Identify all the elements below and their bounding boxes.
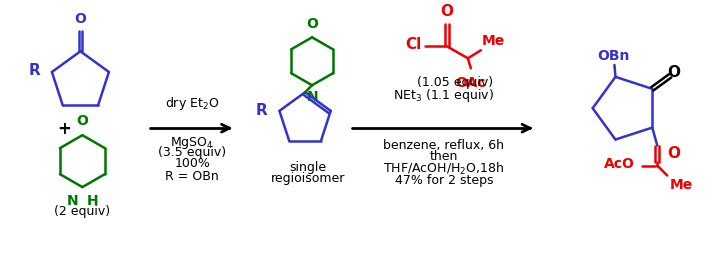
Text: dry Et$_2$O: dry Et$_2$O	[165, 95, 220, 112]
Text: (1.05 equiv): (1.05 equiv)	[416, 76, 493, 89]
Text: 100%: 100%	[174, 157, 210, 170]
Text: O: O	[440, 4, 453, 19]
Text: R: R	[28, 63, 40, 79]
Text: OAc: OAc	[455, 76, 486, 90]
Text: regioisomer: regioisomer	[271, 172, 346, 185]
Text: O: O	[74, 12, 86, 26]
Text: OBn: OBn	[597, 49, 630, 63]
Text: AcO: AcO	[604, 156, 636, 170]
Text: benzene, reflux, 6h: benzene, reflux, 6h	[383, 139, 505, 152]
Text: Me: Me	[482, 34, 505, 48]
Text: N: N	[67, 194, 78, 208]
Text: R: R	[256, 103, 268, 118]
Text: MgSO$_4$: MgSO$_4$	[171, 135, 214, 151]
Text: (3.5 equiv): (3.5 equiv)	[158, 146, 226, 159]
Text: then: then	[429, 150, 458, 163]
Text: N: N	[307, 90, 318, 104]
Text: Cl: Cl	[406, 37, 422, 52]
Text: O: O	[667, 146, 680, 161]
Text: H: H	[86, 194, 98, 208]
Text: THF/AcOH/H$_2$O,18h: THF/AcOH/H$_2$O,18h	[383, 161, 505, 177]
Text: 47% for 2 steps: 47% for 2 steps	[395, 174, 493, 187]
Text: NEt$_3$ (1.1 equiv): NEt$_3$ (1.1 equiv)	[393, 87, 495, 104]
Text: O: O	[306, 17, 318, 31]
Text: O: O	[77, 114, 88, 128]
Text: R = OBn: R = OBn	[166, 170, 219, 183]
Text: +: +	[58, 120, 72, 138]
Text: Me: Me	[669, 177, 693, 191]
Text: O: O	[667, 66, 680, 80]
Text: single: single	[289, 161, 327, 174]
Text: (2 equiv): (2 equiv)	[54, 205, 111, 218]
